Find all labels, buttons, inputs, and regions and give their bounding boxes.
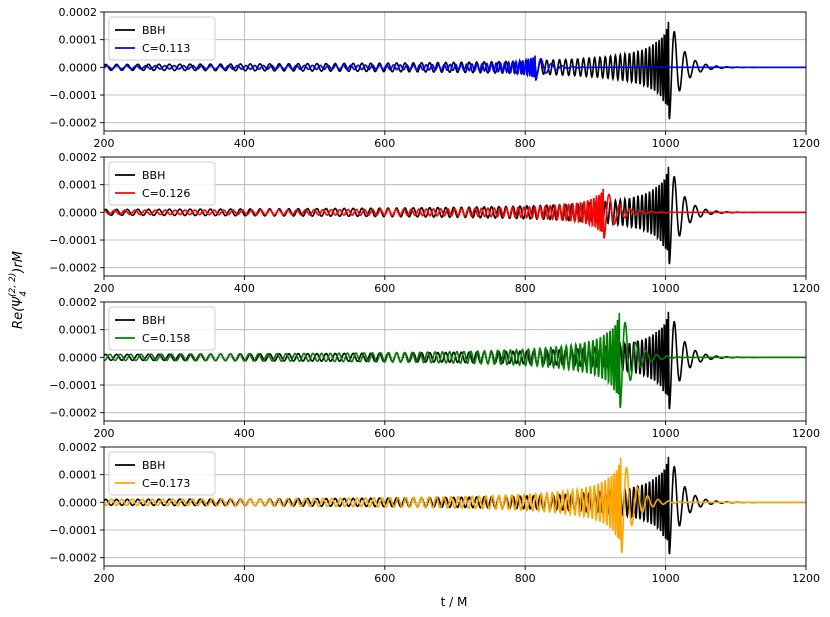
x-tick-label: 200 [94,427,115,440]
series-C0173-line [104,457,806,553]
y-tick-label: 0.0002 [59,151,98,164]
y-tick-label: −0.0002 [49,262,97,275]
x-tick-label: 1000 [652,137,680,150]
y-tick-label: 0.0000 [59,206,98,219]
x-tick-label: 1200 [792,427,820,440]
x-tick-label: 1200 [792,137,820,150]
legend-label: C=0.113 [142,42,190,55]
legend-label: C=0.158 [142,332,190,345]
x-tick-label: 800 [515,137,536,150]
y-tick-label: −0.0001 [49,89,97,102]
x-tick-label: 600 [374,572,395,585]
x-tick-label: 400 [234,137,255,150]
x-tick-label: 800 [515,427,536,440]
y-tick-label: 0.0001 [59,34,98,47]
y-tick-label: 0.0000 [59,496,98,509]
y-tick-label: 0.0001 [59,469,98,482]
panel-2: 0.0002 0.0001 0.0000 −0.0001 −0.0002 200 400 60… [49,151,820,295]
panel-4: 0.0002 0.0001 0.0000 −0.0001 −0.0002 200 400 60… [49,441,820,585]
x-tick-label: 1000 [652,572,680,585]
y-tick-label: −0.0002 [49,552,97,565]
y-tick-label: 0.0002 [59,441,98,454]
y-tick-label: −0.0001 [49,379,97,392]
x-tick-label: 600 [374,137,395,150]
x-tick-label: 1200 [792,282,820,295]
x-tick-label: 600 [374,282,395,295]
x-tick-label: 400 [234,427,255,440]
x-tick-label: 600 [374,427,395,440]
x-tick-label: 200 [94,282,115,295]
x-tick-label: 800 [515,282,536,295]
legend-label: C=0.126 [142,187,190,200]
series-C0113-line [104,55,806,81]
legend-box [108,451,216,496]
y-tick-label: 0.0001 [59,179,98,192]
legend-box [108,306,216,351]
legend-label: C=0.173 [142,477,190,490]
panel-1: 0.0002 0.0001 0.0000 −0.0001 −0.0002 200 400 60… [49,6,820,150]
y-tick-label: 0.0002 [59,296,98,309]
series-C0158-line [104,312,806,408]
panels-group: 0.0002 0.0001 0.0000 −0.0001 −0.0002 200 400 60… [49,6,820,585]
legend-box [108,16,216,61]
axes-frame [103,11,807,132]
x-tick-label: 800 [515,572,536,585]
legend-label: BBH [142,314,165,327]
legend-label: BBH [142,169,165,182]
x-tick-label: 1200 [792,572,820,585]
series-C0126-line [104,188,806,239]
x-axis-label: t / M [441,595,468,609]
y-tick-label: 0.0000 [59,61,98,74]
x-tick-label: 200 [94,137,115,150]
y-tick-label: −0.0002 [49,117,97,130]
y-tick-label: −0.0001 [49,524,97,537]
panel-3: 0.0002 0.0001 0.0000 −0.0001 −0.0002 200 400 60… [49,296,820,440]
x-tick-label: 1000 [652,427,680,440]
axes-frame [103,301,807,422]
y-tick-label: 0.0001 [59,324,98,337]
x-tick-label: 400 [234,572,255,585]
y-axis-label: Re(Ψ4(2, 2))rM [8,251,29,329]
x-tick-label: 1000 [652,282,680,295]
y-tick-label: −0.0001 [49,234,97,247]
axes-frame [103,446,807,567]
y-tick-label: 0.0000 [59,351,98,364]
legend-label: BBH [142,24,165,37]
x-tick-label: 400 [234,282,255,295]
legend-label: BBH [142,459,165,472]
axes-frame [103,156,807,277]
x-tick-label: 200 [94,572,115,585]
legend-box [108,161,216,206]
y-tick-label: −0.0002 [49,407,97,420]
y-tick-label: 0.0002 [59,6,98,19]
